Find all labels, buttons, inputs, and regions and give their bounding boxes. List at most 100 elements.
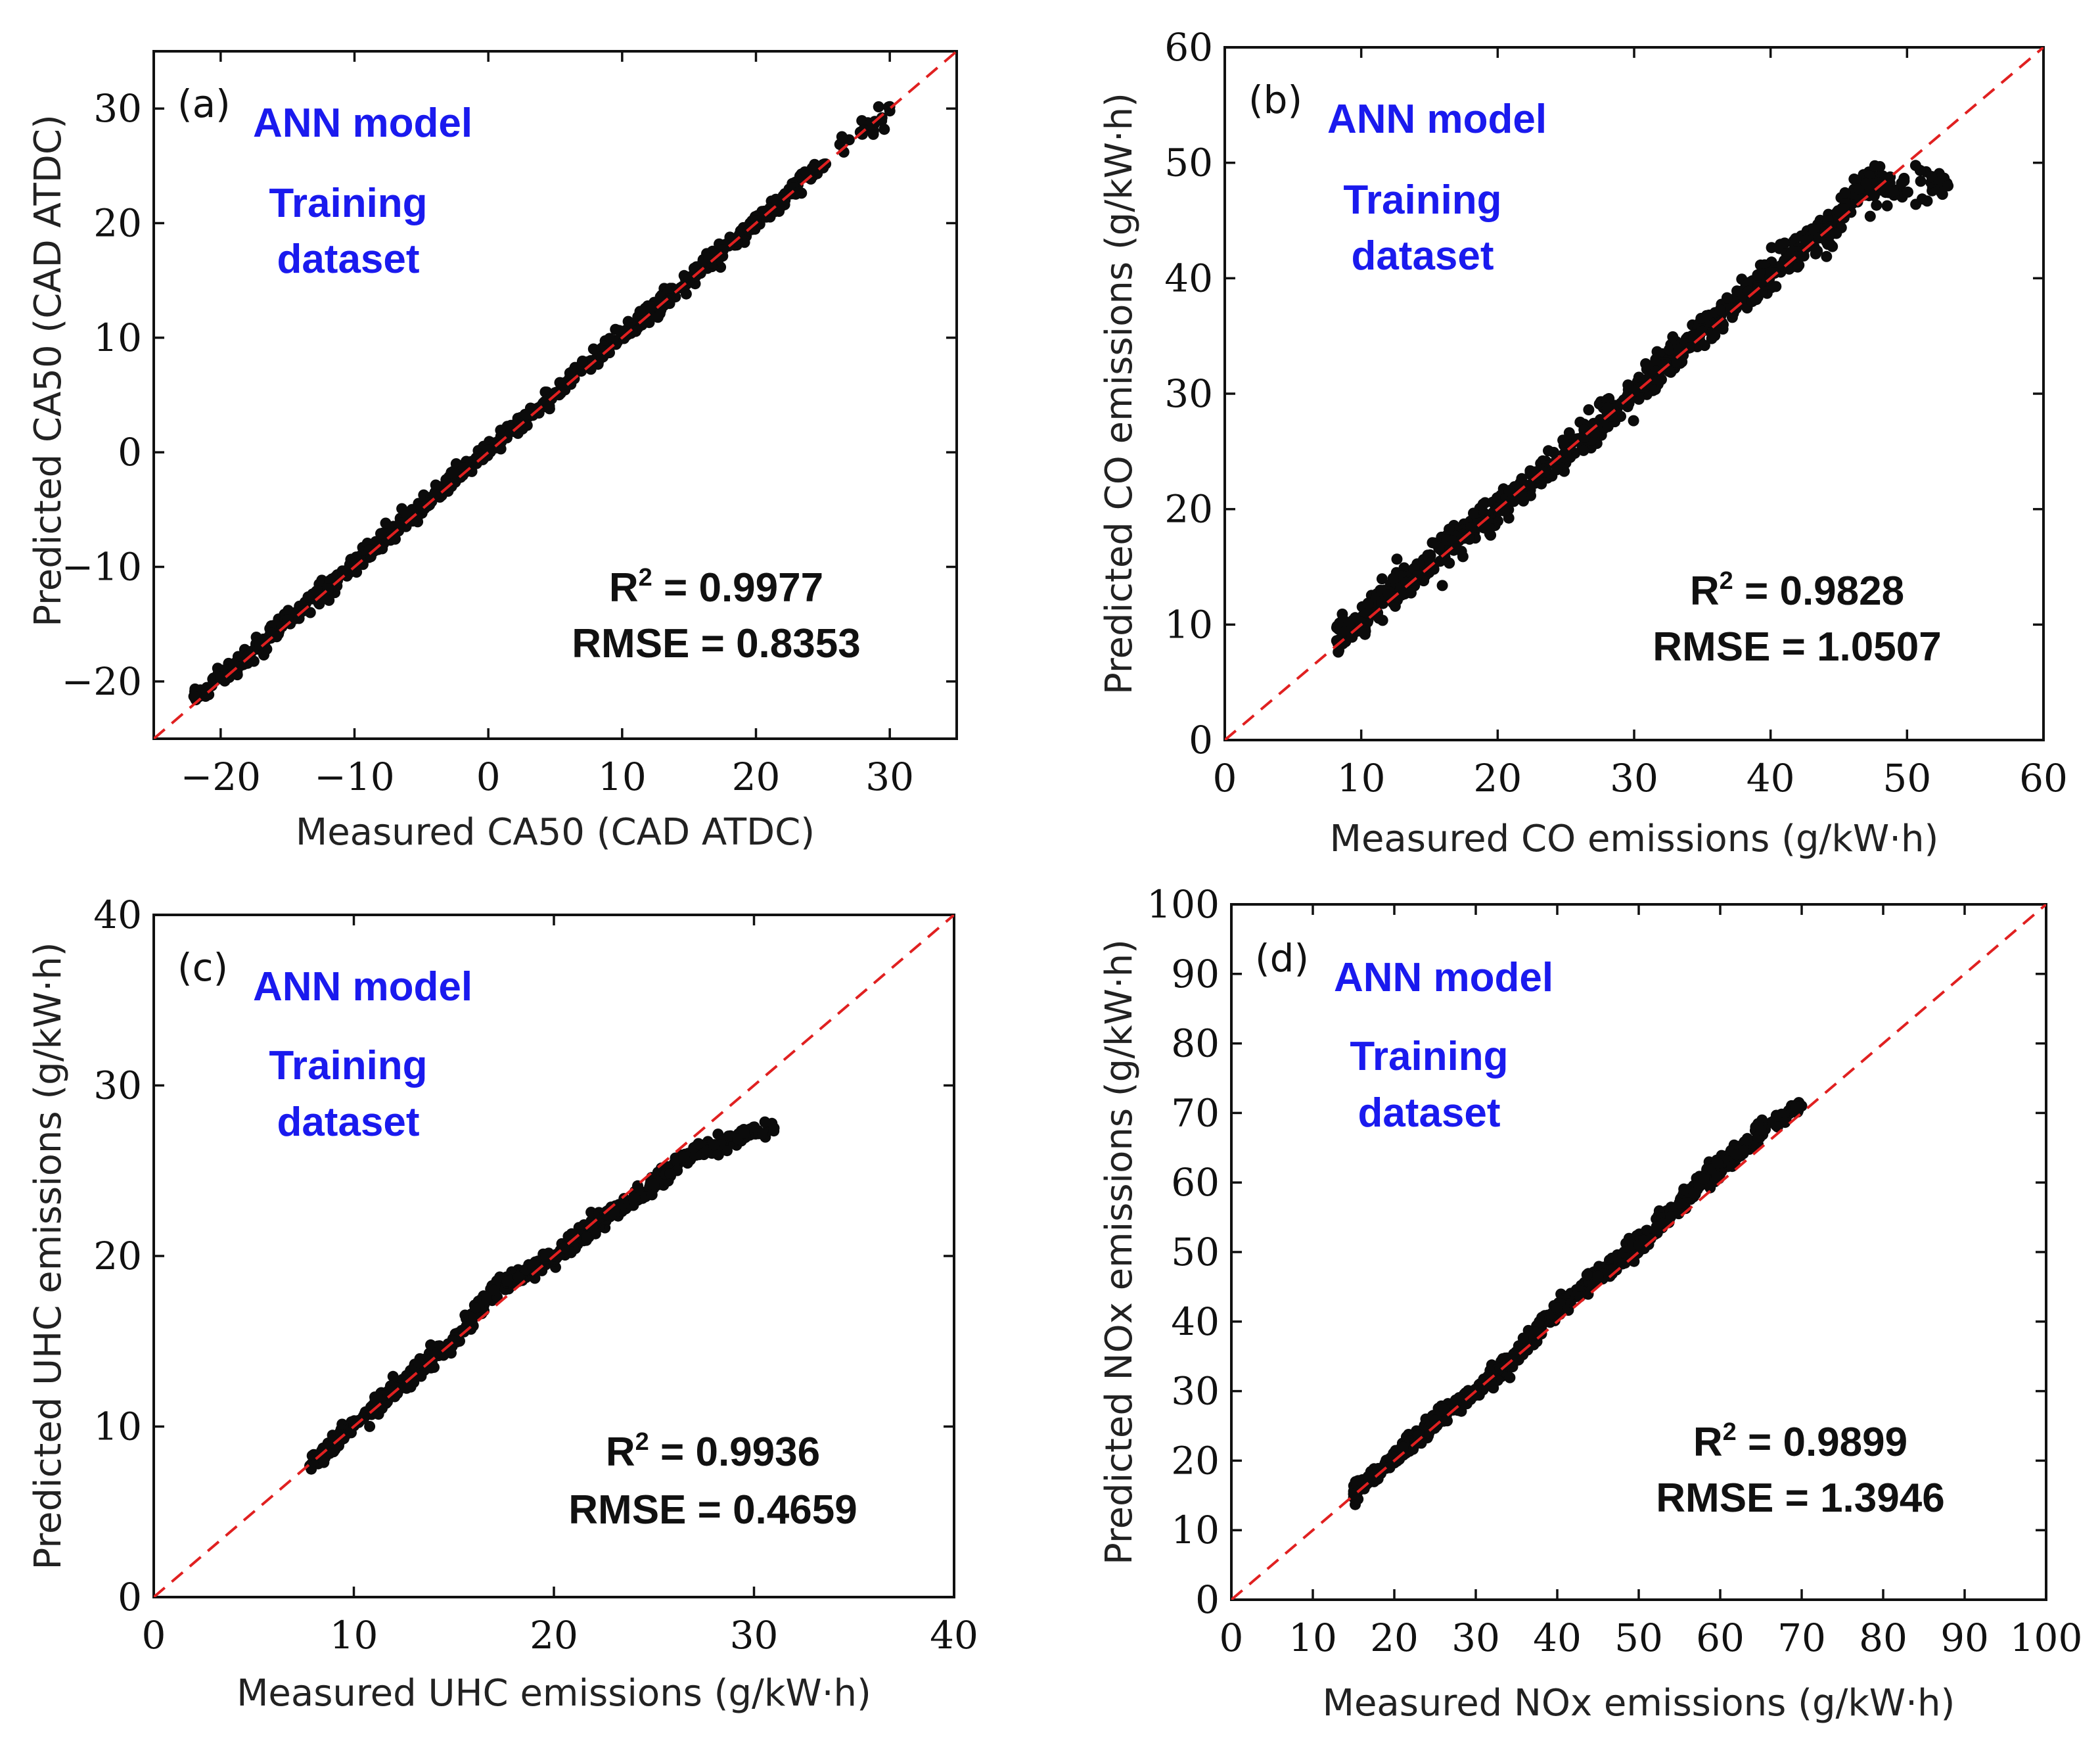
data-point xyxy=(1397,1441,1409,1453)
data-point xyxy=(468,1311,480,1322)
x-tick-label: 10 xyxy=(1337,756,1386,801)
data-point xyxy=(1812,245,1823,257)
data-point xyxy=(1367,1470,1379,1482)
dataset-label-line1: Training xyxy=(269,181,427,226)
x-tick-label: 30 xyxy=(865,755,914,799)
data-point xyxy=(884,105,896,117)
reference-line-y-equals-x xyxy=(154,51,957,739)
data-point xyxy=(306,1450,318,1462)
data-point xyxy=(365,551,377,563)
data-point xyxy=(1438,1403,1450,1415)
data-point xyxy=(1396,589,1407,601)
x-axis-title: Measured CA50 (CAD ATDC) xyxy=(296,811,815,854)
data-point xyxy=(1709,330,1721,342)
data-point xyxy=(1352,1475,1364,1487)
x-tick-label: 60 xyxy=(1696,1615,1745,1660)
y-axis-title: Predicted UHC emissions (g/kW·h) xyxy=(27,942,70,1569)
data-point xyxy=(1739,1136,1750,1148)
model-label: ANN model xyxy=(253,964,472,1010)
data-point xyxy=(1362,597,1374,609)
y-tick-label: 90 xyxy=(1171,952,1220,996)
data-point xyxy=(375,528,386,540)
dataset-label-line2: dataset xyxy=(277,1100,419,1145)
data-point xyxy=(1640,358,1652,369)
data-point xyxy=(1915,175,1927,187)
data-point xyxy=(1651,1221,1662,1233)
x-tick-label: 40 xyxy=(1746,756,1795,801)
data-point xyxy=(1517,1332,1529,1344)
data-point xyxy=(879,124,890,135)
data-point xyxy=(1507,488,1518,500)
chart-panel-1: −20 −10 0 10 20 30 −20 −10 0 10 20 30 (a) ANN model Tr… xyxy=(27,50,958,854)
data-point xyxy=(335,1429,347,1441)
x-tick-label: 30 xyxy=(730,1613,779,1658)
data-point xyxy=(1674,1197,1685,1209)
data-point xyxy=(634,306,646,317)
data-point xyxy=(387,1370,399,1382)
data-point xyxy=(1881,200,1893,212)
data-point xyxy=(1376,573,1388,585)
x-tick-label: 0 xyxy=(1220,1615,1244,1660)
data-point xyxy=(1361,607,1372,619)
data-point xyxy=(1766,242,1777,254)
data-point xyxy=(1348,1488,1359,1500)
x-tick-label: 20 xyxy=(732,755,781,799)
data-point xyxy=(1650,365,1662,377)
r-squared-value: = 0.9977 xyxy=(652,565,823,611)
chart-panel-2: 0 10 20 30 40 50 60 0 10 20 30 40 50 60 (b) ANN model Tr… xyxy=(1098,25,2068,860)
data-point xyxy=(1436,580,1448,592)
data-point xyxy=(1909,160,1921,172)
data-point xyxy=(482,444,494,456)
data-point xyxy=(415,1370,427,1382)
data-point xyxy=(1721,292,1733,304)
data-point xyxy=(1504,1372,1516,1383)
r-squared-symbol: R xyxy=(1693,1420,1723,1465)
data-point xyxy=(1864,210,1876,222)
reference-line-y-equals-x xyxy=(1225,47,2043,740)
r-squared-symbol: R xyxy=(1690,569,1720,614)
data-point xyxy=(1477,1376,1489,1387)
data-point xyxy=(1346,631,1358,643)
r-squared-label: R2 = 0.9899 xyxy=(1693,1418,1907,1465)
data-point xyxy=(1578,444,1589,456)
x-tick-label: 40 xyxy=(1533,1615,1582,1660)
data-point xyxy=(1868,190,1880,202)
panel-label: (a) xyxy=(177,81,231,126)
dataset-label-line1: Training xyxy=(1343,177,1501,223)
data-point xyxy=(1539,466,1551,478)
data-point xyxy=(1793,260,1805,271)
x-tick-label: 0 xyxy=(142,1613,166,1658)
y-tick-label: 10 xyxy=(93,315,142,360)
rmse-label: RMSE = 0.8353 xyxy=(572,621,860,666)
data-point xyxy=(1405,587,1417,599)
data-point xyxy=(1869,160,1881,172)
data-point xyxy=(759,1116,771,1128)
dataset-label-line2: dataset xyxy=(1351,233,1494,279)
data-point xyxy=(558,379,570,390)
r-squared-superscript: 2 xyxy=(639,564,652,592)
panel-label: (c) xyxy=(177,945,228,990)
data-point xyxy=(1779,237,1791,249)
data-point xyxy=(1649,358,1661,369)
data-point xyxy=(587,343,599,355)
data-point xyxy=(271,631,283,643)
model-label: ANN model xyxy=(1327,97,1547,142)
x-axis-title: Measured CO emissions (g/kW·h) xyxy=(1330,818,1939,860)
data-point xyxy=(1838,203,1850,215)
y-tick-label: 0 xyxy=(118,1575,142,1619)
data-point xyxy=(1663,344,1675,356)
x-tick-label: 50 xyxy=(1883,756,1931,801)
x-axis-title: Measured NOx emissions (g/kW·h) xyxy=(1323,1682,1955,1725)
rmse-label: RMSE = 1.0507 xyxy=(1653,624,1941,670)
data-points xyxy=(1348,1097,1808,1510)
r-squared-label: R2 = 0.9936 xyxy=(606,1428,820,1475)
y-axis-title: Predicted CA50 (CAD ATDC) xyxy=(27,114,70,627)
x-tick-label: 90 xyxy=(1940,1615,1989,1660)
r-squared-label: R2 = 0.9828 xyxy=(1690,567,1904,614)
data-point xyxy=(1712,1157,1723,1169)
data-point xyxy=(1530,1328,1541,1339)
r-squared-superscript: 2 xyxy=(1723,1418,1737,1446)
data-point xyxy=(394,520,405,532)
data-point xyxy=(1850,174,1861,186)
